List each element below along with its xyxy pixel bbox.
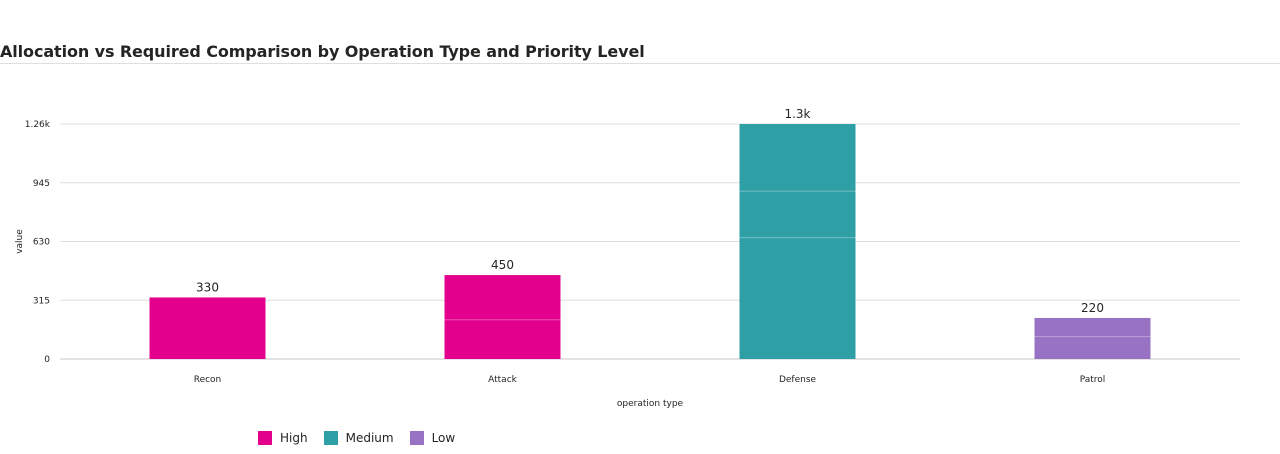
legend-swatch — [258, 431, 272, 445]
chart-title-bar: Allocation vs Required Comparison by Ope… — [0, 40, 1280, 64]
data-label: 450 — [491, 258, 514, 272]
bar-segment — [444, 319, 561, 359]
y-tick-label: 1.26k — [25, 120, 51, 130]
y-tick-label: 630 — [33, 238, 50, 248]
y-tick-label: 945 — [33, 179, 50, 189]
y-axis-title: value — [15, 229, 25, 254]
x-tick-label: Patrol — [1080, 375, 1106, 385]
bar-segment — [149, 297, 266, 359]
x-tick-label: Attack — [488, 375, 518, 385]
bar-segment — [739, 191, 856, 238]
x-axis-title: operation type — [617, 399, 684, 409]
legend-label: Medium — [345, 431, 394, 445]
data-label: 1.3k — [784, 107, 810, 121]
chart-legend: High Medium Low — [258, 429, 471, 447]
bar-segment — [1034, 317, 1151, 337]
y-tick-label: 315 — [33, 296, 50, 306]
data-label: 330 — [196, 280, 219, 294]
bar-chart: 0 315 630 945 1.26k value 330 Recon 450 Attack 1.3… — [15, 107, 1240, 409]
bar-segment — [739, 237, 856, 359]
legend-item[interactable]: High — [258, 431, 308, 445]
legend-swatch — [409, 431, 424, 445]
bar-segment — [1034, 336, 1151, 359]
legend-label: Low — [431, 431, 456, 445]
chart-title: Allocation vs Required Comparison by Ope… — [0, 42, 645, 61]
y-tick-label: 0 — [44, 355, 50, 365]
data-label: 220 — [1081, 301, 1104, 315]
legend-item[interactable]: Medium — [323, 431, 394, 445]
legend-swatch — [323, 431, 338, 445]
x-tick-label: Defense — [779, 375, 817, 385]
legend-item[interactable]: Low — [409, 431, 456, 445]
bar-segment — [444, 275, 561, 320]
legend-label: High — [280, 431, 308, 445]
bar-segment — [739, 124, 856, 192]
x-tick-label: Recon — [194, 375, 222, 385]
